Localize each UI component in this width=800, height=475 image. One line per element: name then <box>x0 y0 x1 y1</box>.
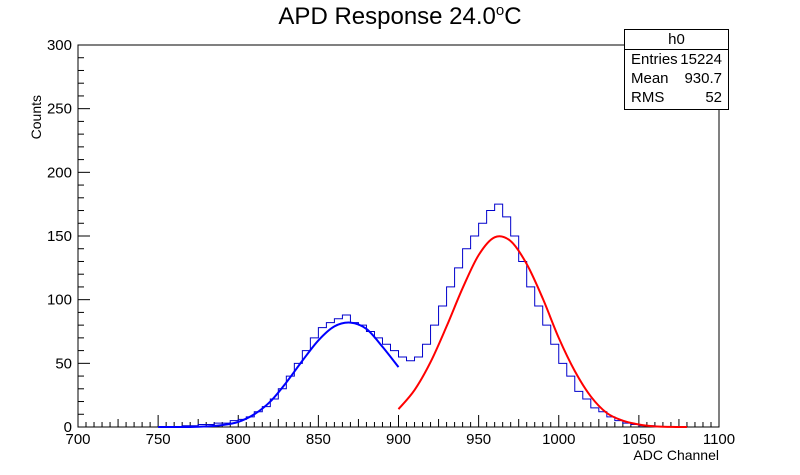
x-tick-label: 850 <box>306 431 331 448</box>
y-tick-label: 150 <box>47 228 72 245</box>
y-tick-label: 300 <box>47 37 72 54</box>
y-axis-label: Counts <box>28 95 44 139</box>
chart-title-degree: o <box>495 2 505 19</box>
y-tick-label: 0 <box>64 419 72 436</box>
x-axis-label: ADC Channel <box>633 447 719 463</box>
x-tick-label: 1100 <box>703 431 735 448</box>
x-tick-label: 750 <box>146 431 171 448</box>
plot-marks <box>158 203 687 429</box>
x-tick-label: 950 <box>466 431 491 448</box>
plot-frame <box>77 44 720 428</box>
stats-rms-value: 52 <box>705 89 722 106</box>
stats-row-mean: Mean 930.7 <box>625 69 728 88</box>
chart-title: APD Response 24.0oC <box>0 2 800 31</box>
stats-row-entries: Entries 15224 <box>625 50 728 69</box>
stats-rms-label: RMS <box>631 89 665 106</box>
chart-title-main: APD Response 24.0 <box>278 3 496 30</box>
stats-entries-label: Entries <box>631 51 678 68</box>
y-tick-label: 100 <box>47 292 72 309</box>
stats-mean-value: 930.7 <box>684 70 722 87</box>
stats-row-rms: RMS 52 <box>625 88 728 107</box>
x-tick-label: 1000 <box>542 431 575 448</box>
chart-title-unit: C <box>504 3 522 30</box>
stats-box: h0 Entries 15224 Mean 930.7 RMS 52 <box>624 29 729 110</box>
y-tick-label: 50 <box>55 355 72 372</box>
x-tick-label: 1050 <box>622 431 655 448</box>
fit-curve-2 <box>397 235 687 428</box>
x-tick-label: 700 <box>65 431 90 448</box>
y-tick-label: 200 <box>47 164 72 181</box>
stats-entries-value: 15224 <box>680 51 722 68</box>
y-axis: 0 50 100 150 200 250 300 <box>47 37 90 436</box>
fit-curve-1 <box>158 321 400 429</box>
x-tick-label: 800 <box>226 431 251 448</box>
x-tick-label: 900 <box>386 431 411 448</box>
histogram-series <box>158 203 679 428</box>
stats-box-title: h0 <box>625 30 728 50</box>
stats-mean-label: Mean <box>631 70 669 87</box>
x-axis: 700 750 800 850 900 950 1000 1050 1100 <box>65 415 735 448</box>
y-tick-label: 250 <box>47 101 72 118</box>
